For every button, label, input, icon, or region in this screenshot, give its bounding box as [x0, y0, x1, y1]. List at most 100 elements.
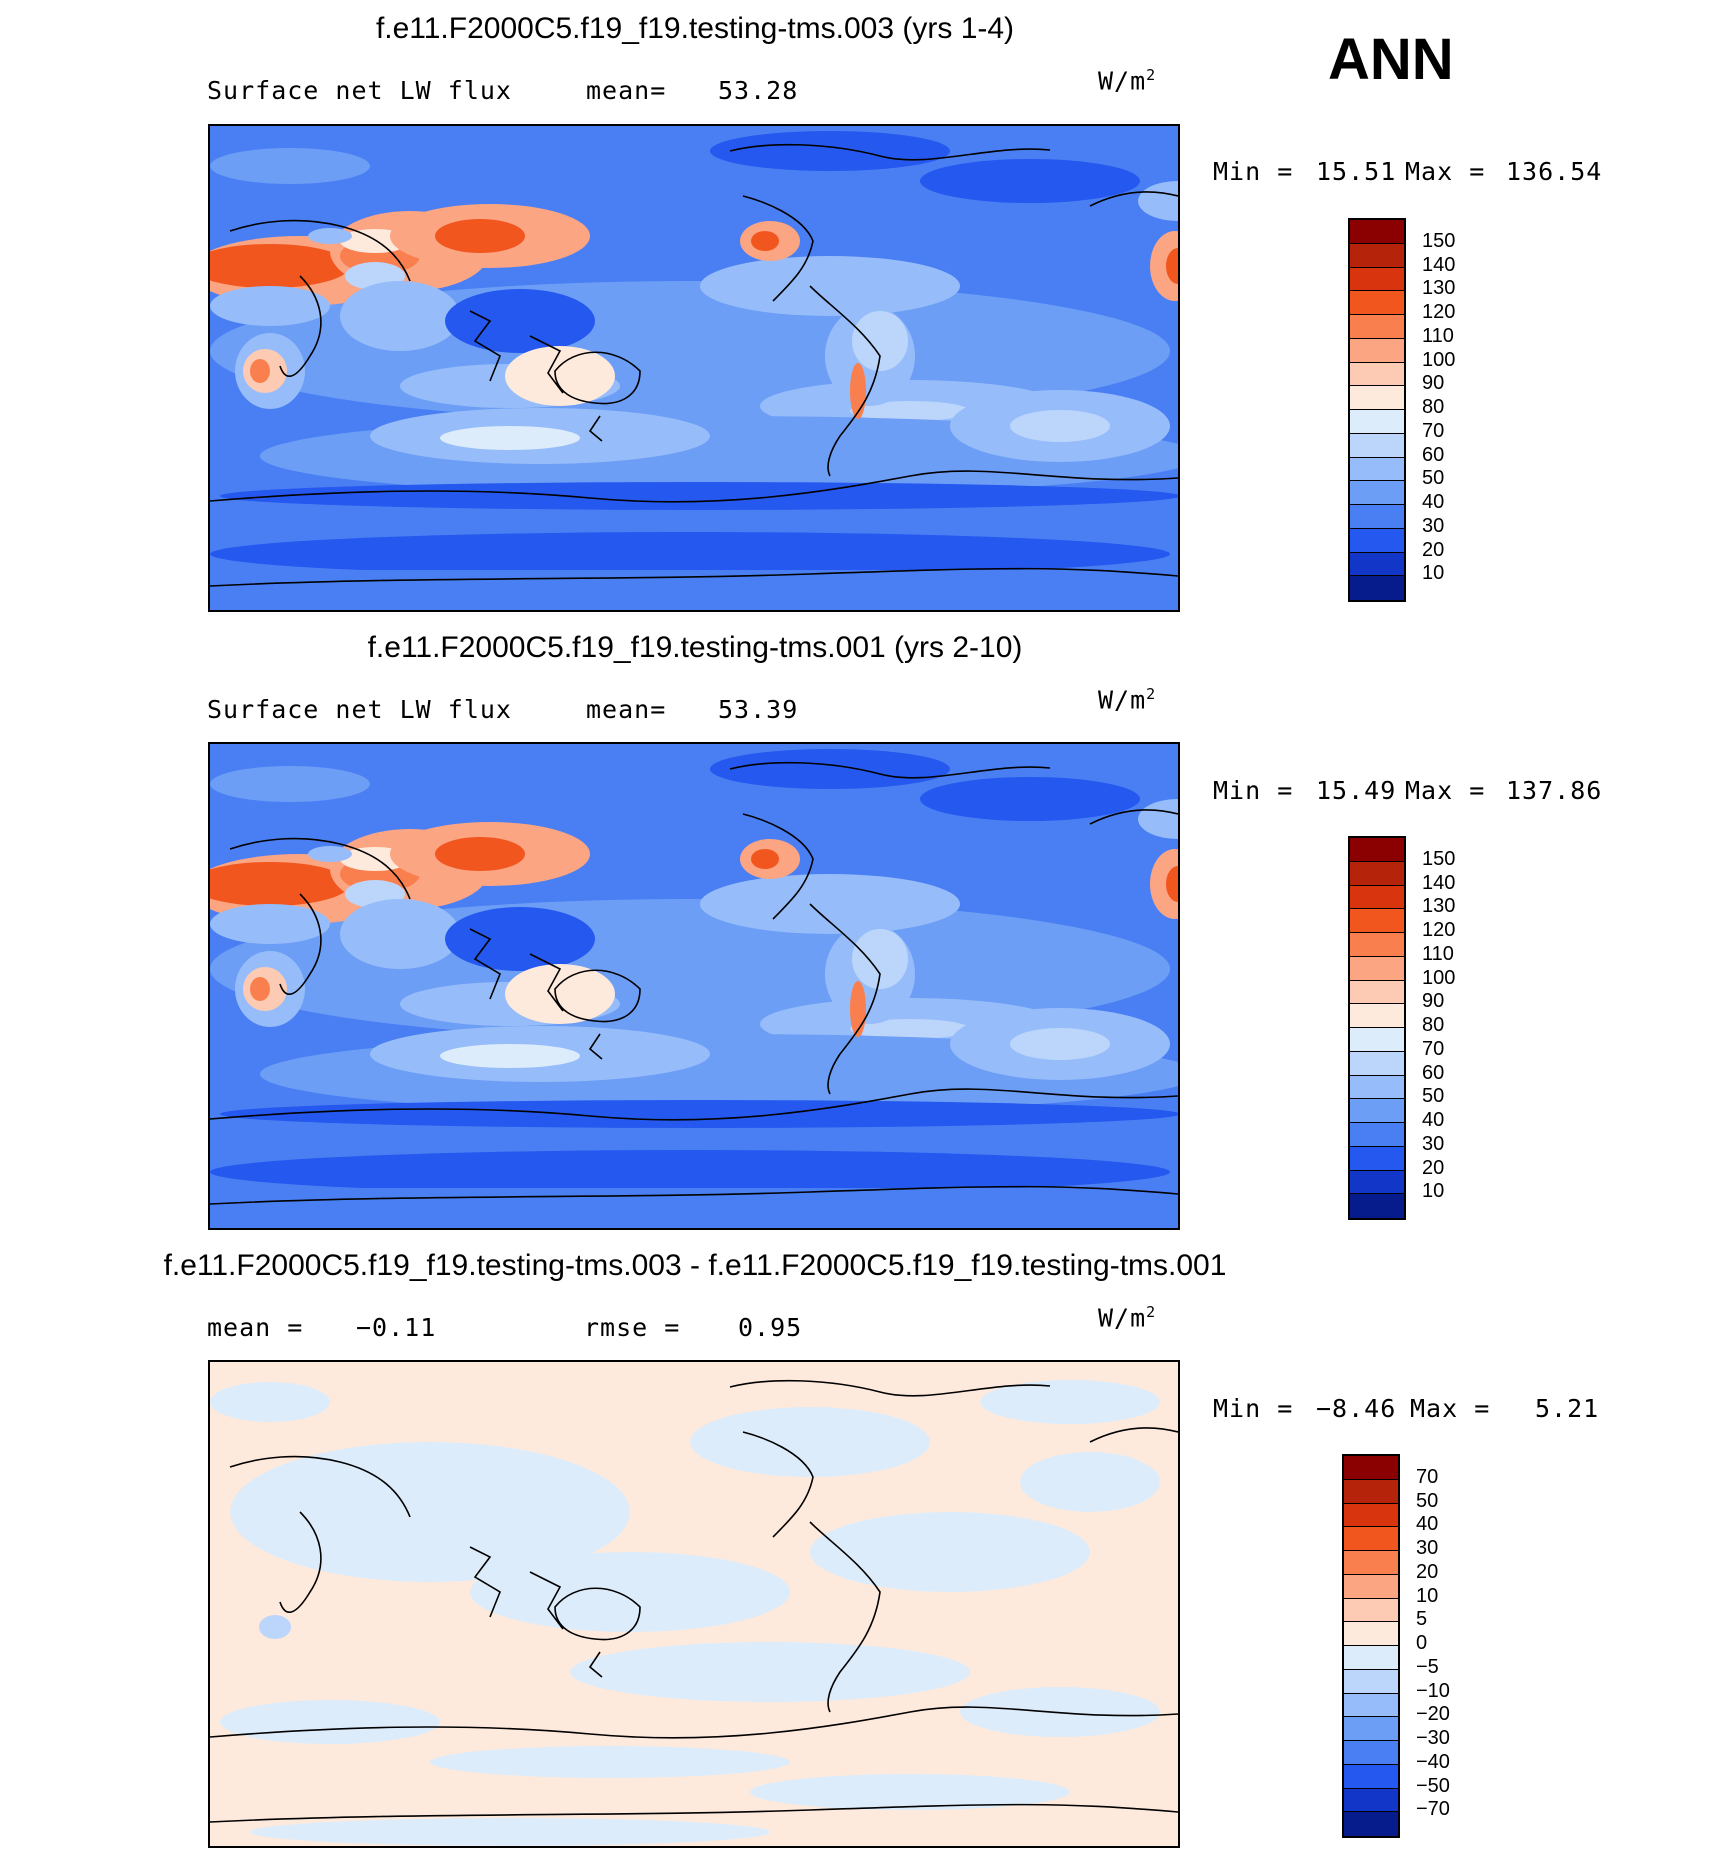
colorbar-tick-label: −70 [1416, 1798, 1450, 1821]
panel-1-map-svg [210, 126, 1178, 610]
panel-2-map-svg [210, 744, 1178, 1228]
panel-3-max-label: Max = [1410, 1394, 1491, 1423]
panel-1-min-value: 15.51 [1316, 157, 1397, 186]
colorbar-tick-label: 50 [1422, 467, 1445, 490]
colorbar-swatch [1350, 1146, 1404, 1171]
colorbar-tick-label: 10 [1422, 1180, 1445, 1203]
colorbar-tick-label: 50 [1416, 1489, 1439, 1512]
colorbar-tick-label: −30 [1416, 1727, 1450, 1749]
colorbar-tick-label: 40 [1422, 491, 1445, 513]
colorbar-swatch [1350, 1099, 1404, 1123]
panel-2-max-label: Max = [1405, 776, 1486, 805]
panel-2-min-label: Min = [1213, 776, 1294, 805]
panel-1-mean-label: mean= [586, 76, 667, 105]
panel-3-mean-value: −0.11 [356, 1313, 437, 1342]
colorbar-tick-label: 40 [1416, 1513, 1439, 1536]
panel-1-min-label: Min = [1213, 157, 1294, 186]
colorbar-swatch [1344, 1479, 1398, 1504]
panel-3-mean-label: mean = [207, 1313, 304, 1342]
colorbar-tick-label: −20 [1416, 1703, 1450, 1726]
panel-2-mean-value: 53.39 [718, 695, 799, 724]
colorbar-swatch [1344, 1527, 1398, 1551]
colorbar-tick-label: 70 [1416, 1465, 1439, 1488]
colorbar-tick-label: 30 [1416, 1537, 1439, 1559]
panel-3-rmse-label: rmse = [584, 1313, 681, 1342]
colorbar-tick-label: 30 [1422, 1132, 1445, 1155]
colorbar-swatch [1350, 481, 1404, 505]
panel-1-coastline [210, 143, 1178, 587]
colorbar-swatch [1350, 1075, 1404, 1100]
colorbar-swatch [1350, 220, 1404, 244]
colorbar-swatch [1350, 1123, 1404, 1147]
colorbar-tick-label: 5 [1416, 1608, 1428, 1631]
colorbar-swatch [1350, 861, 1404, 886]
panel-3-min-value: −8.46 [1316, 1394, 1397, 1423]
colorbar-tick-label: 130 [1422, 277, 1456, 300]
colorbar-swatch [1350, 1170, 1404, 1195]
colorbar-tick-label: 20 [1422, 1156, 1445, 1179]
colorbar-swatch [1344, 1812, 1398, 1836]
colorbar-tick-label: −40 [1416, 1750, 1450, 1773]
colorbar-swatch [1350, 838, 1404, 862]
colorbar-swatch [1350, 243, 1404, 268]
colorbar-tick-label: 150 [1422, 847, 1456, 870]
colorbar-swatch [1350, 315, 1404, 339]
colorbar-swatch [1344, 1598, 1398, 1623]
colorbar-tick-label: −5 [1416, 1655, 1439, 1678]
colorbar-tick-label: 150 [1422, 229, 1456, 252]
colorbar-swatch [1350, 956, 1404, 981]
panel-3-coastline [210, 1379, 1178, 1823]
colorbar-swatch [1350, 433, 1404, 458]
colorbar-swatch [1350, 885, 1404, 910]
panel-2-min-value: 15.49 [1316, 776, 1397, 805]
colorbar-swatch [1350, 980, 1404, 1005]
colorbar-swatch [1344, 1574, 1398, 1599]
colorbar-swatch [1350, 552, 1404, 577]
colorbar-tick-label: 110 [1422, 942, 1454, 965]
colorbar-swatch [1350, 505, 1404, 529]
colorbar-tick-label: 80 [1422, 396, 1445, 418]
colorbar-tick-label: 50 [1422, 1085, 1445, 1108]
panel-1-field-label: Surface net LW flux [207, 76, 512, 105]
panel-2-title: f.e11.F2000C5.f19_f19.testing-tms.001 (y… [367, 631, 1023, 664]
colorbar-swatch [1350, 1004, 1404, 1028]
colorbar-swatch [1344, 1622, 1398, 1646]
colorbar-tick-label: 140 [1422, 253, 1456, 276]
panel-3-max-value: 5.21 [1535, 1394, 1600, 1423]
colorbar-tick-label: 10 [1416, 1584, 1439, 1607]
panel-3-map [208, 1360, 1180, 1848]
colorbar-tick-label: 90 [1422, 990, 1445, 1013]
colorbar-swatch [1350, 1051, 1404, 1076]
panel-3-units: W/m2 [1098, 1303, 1157, 1333]
panel-2-mean-label: mean= [586, 695, 667, 724]
panel-2-units: W/m2 [1098, 685, 1157, 715]
colorbar-swatch [1350, 933, 1404, 957]
panel-2-field-label: Surface net LW flux [207, 695, 512, 724]
colorbar-swatch [1344, 1717, 1398, 1741]
colorbar-tick-label: 100 [1422, 966, 1456, 989]
colorbar-tick-label: 70 [1422, 419, 1445, 442]
panel-1-title: f.e11.F2000C5.f19_f19.testing-tms.003 (y… [375, 12, 1015, 45]
panel-3-rmse-value: 0.95 [738, 1313, 803, 1342]
colorbar-swatch [1344, 1693, 1398, 1718]
panel-1-max-value: 136.54 [1506, 157, 1603, 186]
colorbar-tick-label: 100 [1422, 348, 1456, 371]
colorbar-tick-label: 20 [1416, 1560, 1439, 1583]
colorbar-swatch [1344, 1741, 1398, 1765]
panel-1-max-label: Max = [1405, 157, 1486, 186]
colorbar-swatch [1350, 338, 1404, 363]
panel-3-min-label: Min = [1213, 1394, 1294, 1423]
season-label: ANN [1328, 27, 1454, 92]
colorbar-swatch [1350, 1194, 1404, 1218]
colorbar-tick-label: 70 [1422, 1037, 1445, 1060]
panel-1-colorbar [1348, 218, 1406, 602]
colorbar-tick-label: 20 [1422, 538, 1445, 561]
panel-1-map [208, 124, 1180, 612]
panel-2-max-value: 137.86 [1506, 776, 1603, 805]
colorbar-tick-label: 0 [1416, 1632, 1428, 1654]
colorbar-swatch [1350, 528, 1404, 553]
colorbar-tick-label: 60 [1422, 443, 1445, 466]
colorbar-swatch [1350, 909, 1404, 933]
colorbar-tick-label: 40 [1422, 1109, 1445, 1131]
panel-2-coastline [210, 761, 1178, 1205]
